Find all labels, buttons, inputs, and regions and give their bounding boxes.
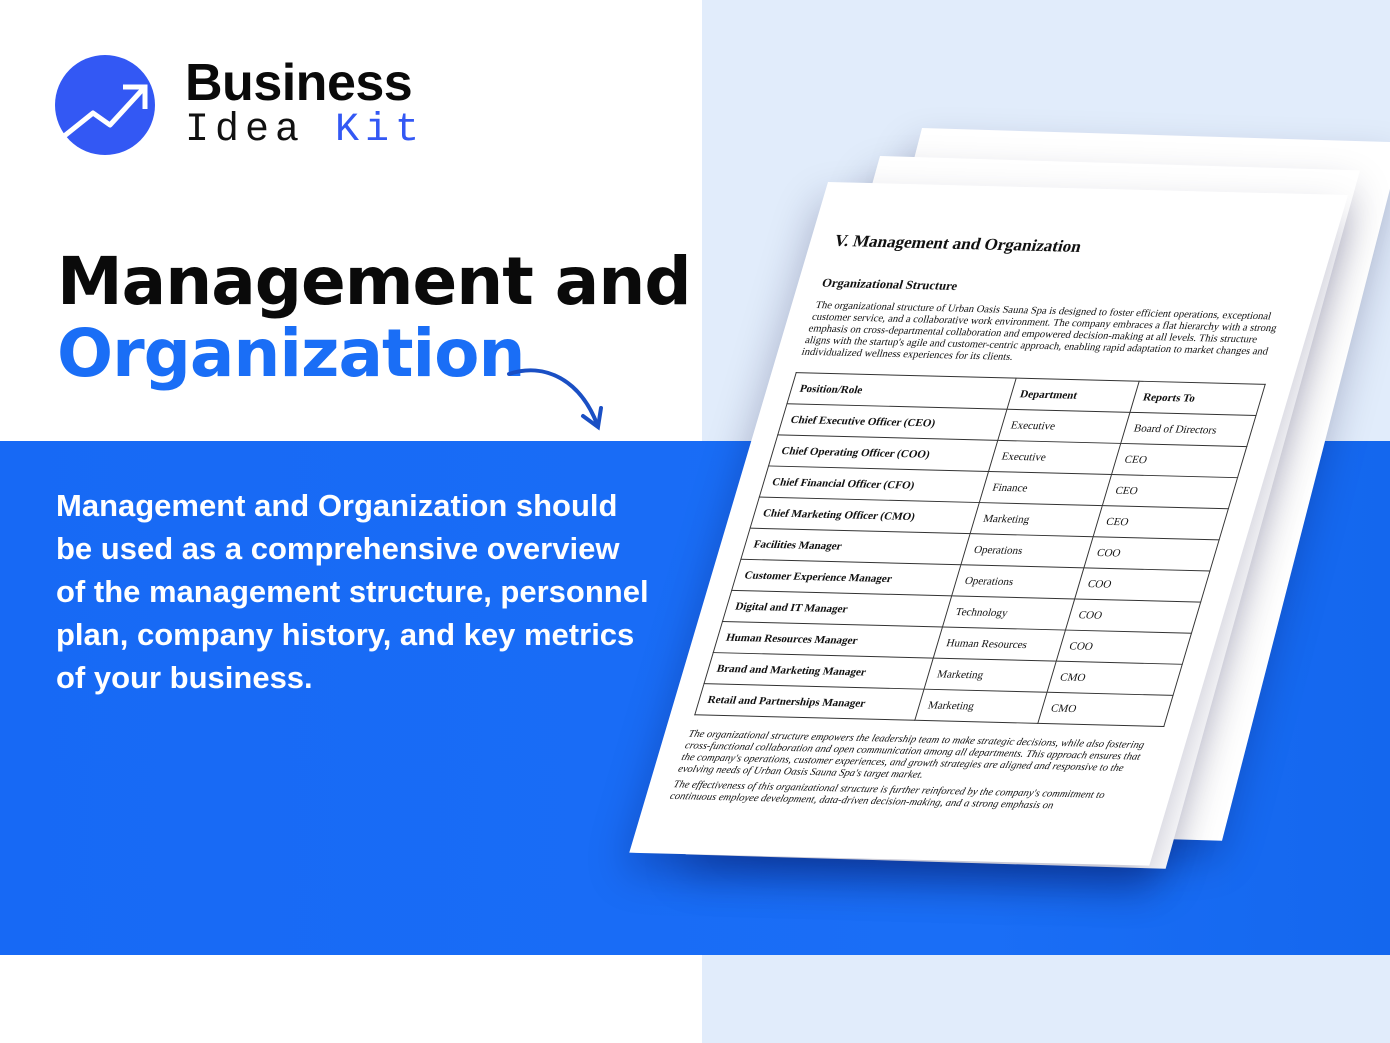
trend-arrow-icon [55, 55, 155, 155]
title-line2: Organization [57, 315, 525, 392]
table-cell: Finance [979, 471, 1112, 506]
logo-brand-kit: Kit [335, 108, 426, 153]
table-cell: CEO [1093, 505, 1229, 540]
table-cell: Board of Directors [1121, 412, 1256, 447]
table-cell: Marketing [915, 689, 1048, 724]
doc-footer: The organizational structure empowers th… [668, 729, 1160, 815]
table-cell: CMO [1038, 692, 1174, 727]
title-line1: Management and [57, 243, 692, 320]
header-cell: Reports To [1130, 381, 1266, 416]
table-cell: CEO [1111, 443, 1247, 478]
description: Management and Organization should be us… [56, 488, 649, 695]
table-cell: Retail and Partnerships Manager [694, 683, 925, 721]
table-cell: CEO [1102, 474, 1238, 509]
table-cell: Technology [942, 595, 1075, 631]
table-cell: COO [1084, 536, 1220, 571]
table-cell: Marketing [970, 502, 1103, 537]
org-table: Position/Role Department Reports To Chie… [694, 372, 1266, 727]
table-cell: Operations [951, 564, 1085, 599]
table-cell: CMO [1047, 661, 1183, 696]
logo-brand-idea: Idea [185, 108, 306, 153]
doc-subheading: Organizational Structure [820, 275, 960, 293]
doc-footer-paragraph: The organizational structure empowers th… [676, 728, 1146, 781]
curved-arrow-icon [507, 368, 603, 431]
doc-heading: V. Management and Organization [832, 231, 1084, 256]
logo: Business Idea Kit [55, 55, 425, 155]
doc-paragraph: The organizational structure of Urban Oa… [800, 300, 1278, 363]
page-title: Management and Organization [57, 243, 692, 392]
table-cell: Marketing [924, 658, 1057, 693]
table-cell: Operations [961, 533, 1094, 568]
logo-brand-line1: Business [185, 54, 413, 112]
table-cell: COO [1065, 598, 1201, 634]
table-cell: Human Resources [933, 626, 1066, 662]
table-cell: Executive [998, 409, 1131, 444]
header-cell: Department [1007, 378, 1140, 413]
table-cell: Executive [988, 440, 1122, 475]
table-cell: COO [1056, 630, 1192, 665]
table-cell: COO [1074, 567, 1210, 603]
